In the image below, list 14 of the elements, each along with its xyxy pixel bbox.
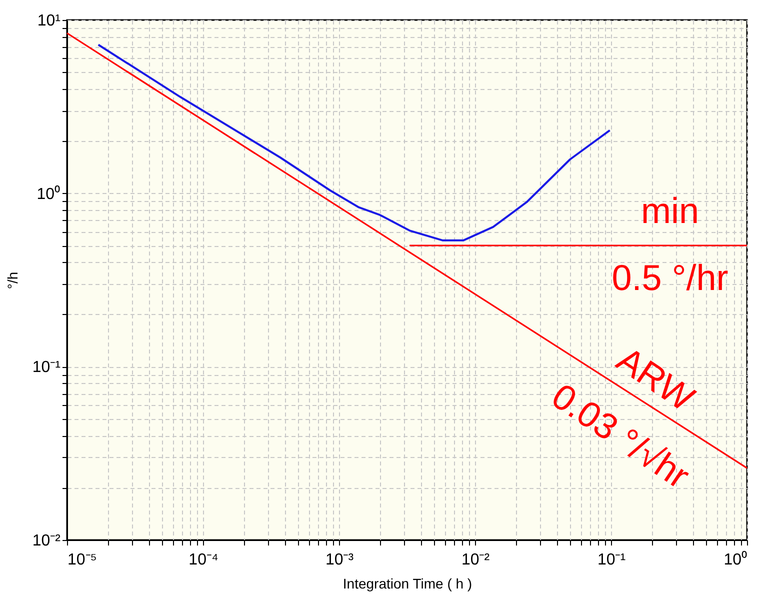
y-tick-label: 10⁻¹ bbox=[32, 359, 60, 376]
y-axis-title: °/h bbox=[4, 272, 20, 290]
x-tick-label: 10⁻¹ bbox=[597, 552, 626, 568]
x-tick-label: 10⁻³ bbox=[325, 552, 354, 568]
x-tick-label: 10⁻⁴ bbox=[188, 552, 218, 568]
x-axis-title: Integration Time ( h ) bbox=[342, 576, 472, 592]
y-tick-label: 10⁰ bbox=[36, 184, 60, 203]
x-tick-label: 10⁰ bbox=[724, 550, 748, 568]
y-tick-label: 10¹ bbox=[37, 12, 60, 30]
y-tick-label: 10⁻² bbox=[32, 532, 62, 550]
annotation: min bbox=[640, 190, 700, 231]
annotation: 0.5 °/hr bbox=[612, 257, 728, 298]
x-tick-label: 10⁻⁵ bbox=[68, 552, 97, 568]
x-tick-label: 10⁻² bbox=[461, 552, 490, 568]
